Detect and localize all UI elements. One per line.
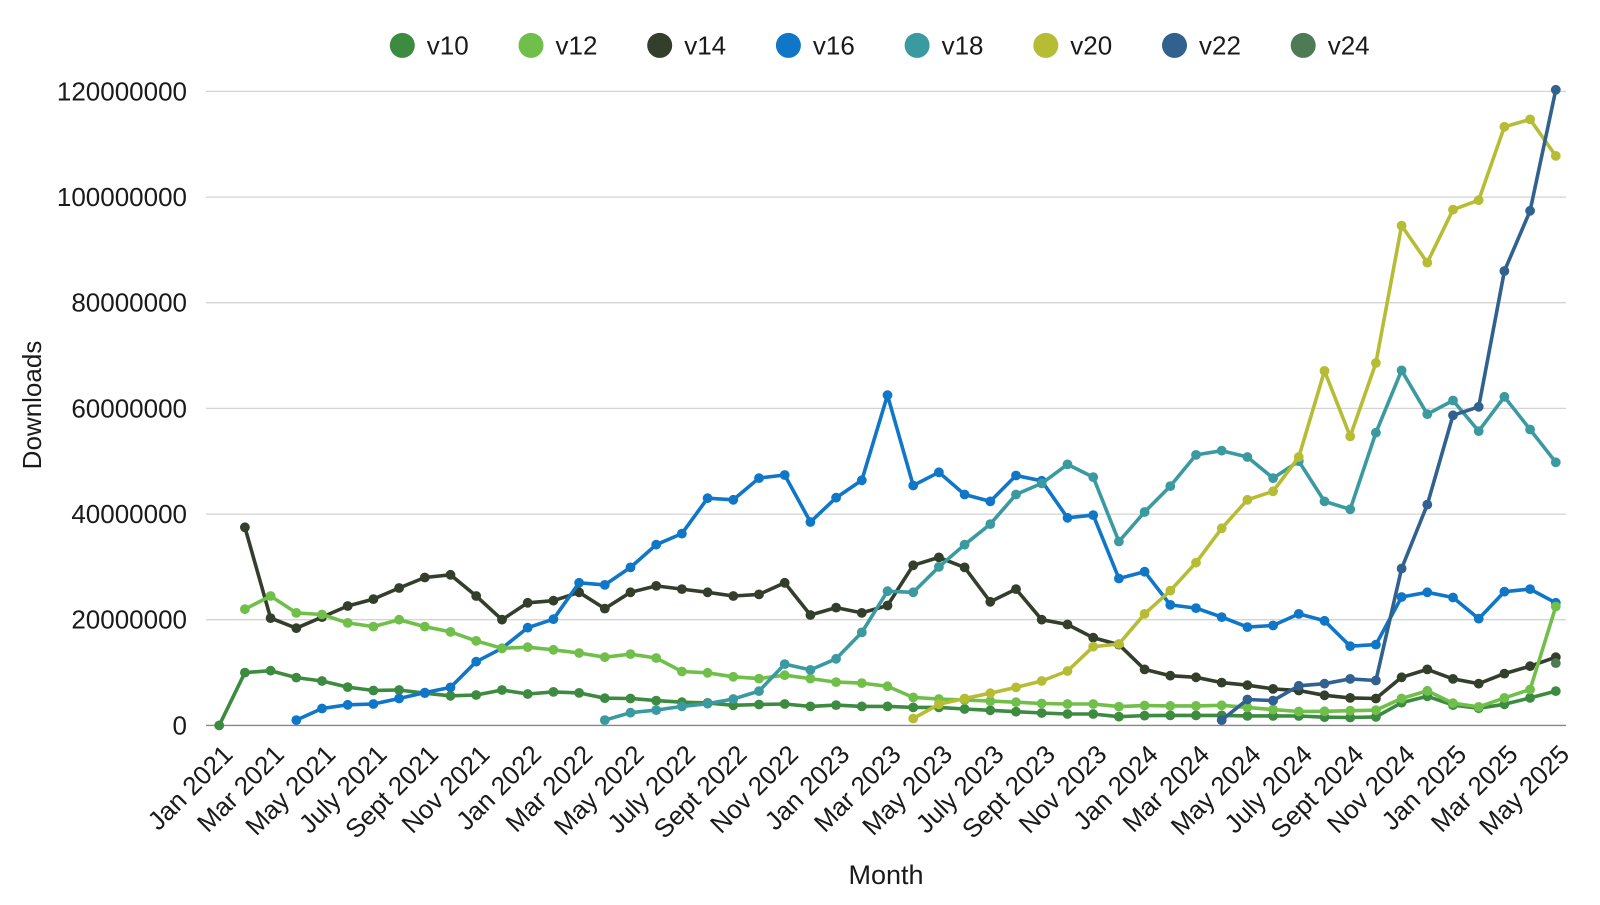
svg-text:v22: v22 bbox=[1199, 31, 1241, 61]
svg-text:0: 0 bbox=[173, 710, 187, 740]
svg-text:80000000: 80000000 bbox=[71, 288, 187, 318]
svg-text:v24: v24 bbox=[1328, 31, 1370, 61]
svg-text:120000000: 120000000 bbox=[57, 76, 187, 106]
svg-text:v12: v12 bbox=[556, 31, 598, 61]
svg-text:Month: Month bbox=[848, 860, 923, 890]
svg-text:v20: v20 bbox=[1070, 31, 1112, 61]
svg-text:v16: v16 bbox=[813, 31, 855, 61]
svg-text:40000000: 40000000 bbox=[71, 499, 187, 529]
svg-text:v18: v18 bbox=[942, 31, 984, 61]
svg-text:60000000: 60000000 bbox=[71, 393, 187, 423]
svg-text:100000000: 100000000 bbox=[57, 182, 187, 212]
svg-text:v14: v14 bbox=[684, 31, 726, 61]
svg-text:20000000: 20000000 bbox=[71, 605, 187, 635]
svg-text:v10: v10 bbox=[427, 31, 469, 61]
svg-text:Downloads: Downloads bbox=[17, 341, 47, 470]
